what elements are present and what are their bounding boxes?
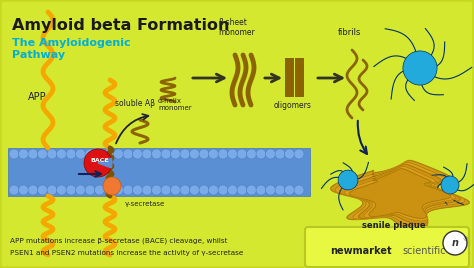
Circle shape: [190, 185, 200, 195]
Circle shape: [123, 185, 133, 195]
Circle shape: [123, 149, 133, 159]
Circle shape: [85, 149, 95, 159]
Circle shape: [18, 149, 28, 159]
Polygon shape: [345, 166, 456, 221]
Text: β-sheet
monomer: β-sheet monomer: [218, 18, 255, 37]
FancyBboxPatch shape: [8, 148, 310, 196]
Circle shape: [228, 185, 237, 195]
Text: n: n: [452, 238, 458, 248]
FancyBboxPatch shape: [285, 58, 294, 96]
Circle shape: [9, 149, 19, 159]
Circle shape: [56, 185, 66, 195]
FancyBboxPatch shape: [305, 227, 469, 267]
Circle shape: [37, 185, 47, 195]
Circle shape: [56, 149, 66, 159]
Text: ®: ®: [462, 237, 467, 242]
Circle shape: [103, 177, 121, 195]
Text: γ-secretase: γ-secretase: [125, 201, 165, 207]
Text: Amyloid beta Formation: Amyloid beta Formation: [12, 18, 229, 33]
Circle shape: [199, 185, 209, 195]
Circle shape: [338, 170, 358, 190]
Text: α-helix
monomer: α-helix monomer: [158, 98, 191, 111]
Circle shape: [275, 185, 285, 195]
Text: The Amyloidogenic
Pathway: The Amyloidogenic Pathway: [12, 38, 131, 60]
Circle shape: [218, 185, 228, 195]
Circle shape: [403, 51, 437, 85]
Circle shape: [256, 185, 266, 195]
Circle shape: [294, 149, 304, 159]
Circle shape: [28, 149, 38, 159]
Circle shape: [237, 185, 247, 195]
Polygon shape: [349, 169, 451, 218]
Circle shape: [104, 149, 114, 159]
Circle shape: [28, 185, 38, 195]
Text: newmarket: newmarket: [330, 246, 392, 256]
Circle shape: [246, 185, 256, 195]
Circle shape: [256, 149, 266, 159]
Circle shape: [142, 185, 152, 195]
Circle shape: [265, 185, 275, 195]
Text: PSEN1 and PSEN2 mutations increase the activity of γ-secretase: PSEN1 and PSEN2 mutations increase the a…: [10, 250, 243, 256]
Polygon shape: [339, 164, 460, 224]
Text: fibrils: fibrils: [338, 28, 361, 37]
Circle shape: [209, 149, 219, 159]
Circle shape: [228, 149, 237, 159]
Circle shape: [246, 149, 256, 159]
Circle shape: [161, 149, 171, 159]
Circle shape: [209, 185, 219, 195]
Polygon shape: [335, 162, 465, 227]
Circle shape: [180, 149, 190, 159]
Circle shape: [66, 149, 76, 159]
Text: scientific: scientific: [402, 246, 446, 256]
Circle shape: [94, 185, 104, 195]
Polygon shape: [331, 161, 469, 230]
Circle shape: [180, 185, 190, 195]
Text: BACE: BACE: [90, 158, 109, 162]
Circle shape: [275, 149, 285, 159]
Circle shape: [133, 185, 143, 195]
Circle shape: [18, 185, 28, 195]
Circle shape: [113, 185, 124, 195]
Text: senile plaque: senile plaque: [362, 221, 426, 230]
Circle shape: [294, 185, 304, 195]
Circle shape: [161, 185, 171, 195]
Circle shape: [284, 149, 294, 159]
Circle shape: [66, 185, 76, 195]
Text: soluble Aβ: soluble Aβ: [115, 99, 155, 108]
Circle shape: [94, 149, 104, 159]
Circle shape: [75, 185, 85, 195]
Circle shape: [47, 149, 57, 159]
Circle shape: [265, 149, 275, 159]
Circle shape: [104, 185, 114, 195]
Text: APP mutations increase β-secretase (BACE) cleavage, whilst: APP mutations increase β-secretase (BACE…: [10, 237, 228, 244]
Circle shape: [237, 149, 247, 159]
Circle shape: [152, 185, 162, 195]
Text: oligomers: oligomers: [274, 101, 312, 110]
Circle shape: [75, 149, 85, 159]
Circle shape: [37, 149, 47, 159]
Circle shape: [284, 185, 294, 195]
FancyBboxPatch shape: [295, 58, 304, 96]
Circle shape: [85, 185, 95, 195]
Circle shape: [152, 149, 162, 159]
Circle shape: [218, 149, 228, 159]
Circle shape: [190, 149, 200, 159]
Circle shape: [9, 185, 19, 195]
Circle shape: [171, 149, 181, 159]
Circle shape: [133, 149, 143, 159]
Circle shape: [142, 149, 152, 159]
Wedge shape: [98, 158, 112, 168]
Text: APP: APP: [28, 92, 46, 102]
Circle shape: [441, 176, 459, 194]
Circle shape: [199, 149, 209, 159]
Circle shape: [47, 185, 57, 195]
Circle shape: [171, 185, 181, 195]
Circle shape: [113, 149, 124, 159]
Circle shape: [443, 231, 467, 255]
Circle shape: [84, 149, 112, 177]
